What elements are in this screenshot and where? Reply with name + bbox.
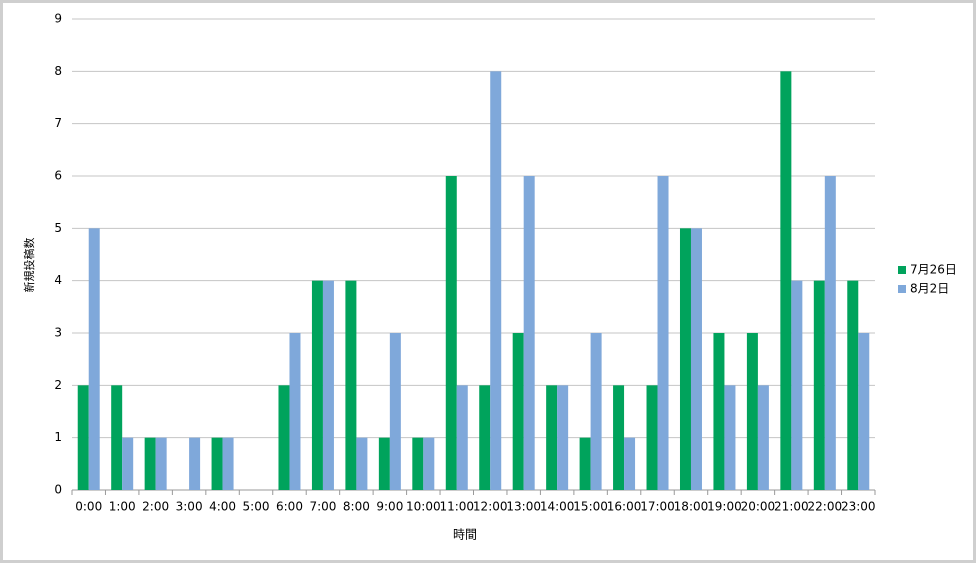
x-tick-label: 21:00: [774, 500, 809, 514]
bar: [479, 385, 491, 490]
y-tick-label: 7: [54, 116, 62, 130]
x-tick-label: 22:00: [808, 500, 843, 514]
bar: [746, 333, 758, 490]
x-tick-label: 19:00: [707, 500, 742, 514]
bar: [155, 437, 167, 490]
bar: [690, 228, 702, 491]
x-tick-label: 2:00: [142, 500, 169, 514]
y-tick-label: 9: [54, 12, 62, 26]
bar: [311, 280, 323, 490]
bar: [523, 176, 535, 490]
bar: [847, 280, 859, 490]
x-tick-label: 20:00: [741, 500, 776, 514]
x-tick-label: 3:00: [176, 500, 203, 514]
x-tick-label: 5:00: [243, 500, 270, 514]
bar: [557, 385, 569, 490]
bar: [813, 280, 825, 490]
y-tick-label: 3: [54, 326, 62, 340]
y-tick-label: 1: [54, 430, 62, 444]
x-tick-label: 13:00: [506, 500, 541, 514]
bar: [412, 437, 424, 490]
bar: [189, 437, 201, 490]
x-tick-label: 7:00: [309, 500, 336, 514]
x-axis-label: 時間: [453, 528, 477, 542]
legend-label: 8月2日: [910, 282, 949, 296]
bar: [512, 333, 524, 490]
y-tick-label: 0: [54, 483, 62, 497]
y-tick-label: 4: [54, 273, 62, 287]
x-tick-label: 8:00: [343, 500, 370, 514]
bar: [613, 385, 625, 490]
bar: [724, 385, 736, 490]
bar: [122, 437, 134, 490]
bar: [624, 437, 636, 490]
bar: [88, 228, 100, 491]
legend-swatch: [898, 285, 906, 293]
x-tick-label: 23:00: [841, 500, 876, 514]
bar: [278, 385, 290, 490]
y-tick-label: 8: [54, 64, 62, 78]
x-tick-label: 14:00: [540, 500, 575, 514]
bar: [679, 228, 691, 491]
bar: [322, 280, 334, 490]
bar: [445, 176, 457, 490]
bar: [858, 333, 870, 490]
bar: [211, 437, 223, 490]
bar: [646, 385, 658, 490]
x-tick-label: 9:00: [376, 500, 403, 514]
bar: [144, 437, 156, 490]
x-tick-label: 18:00: [674, 500, 709, 514]
bar: [423, 437, 435, 490]
x-tick-label: 17:00: [640, 500, 675, 514]
bar: [590, 333, 602, 490]
bar: [289, 333, 301, 490]
y-tick-label: 5: [54, 221, 62, 235]
x-tick-label: 11:00: [439, 500, 474, 514]
x-tick-label: 4:00: [209, 500, 236, 514]
bar: [345, 280, 357, 490]
bar: [780, 71, 792, 490]
bar: [757, 385, 769, 490]
bar: [222, 437, 234, 490]
bar: [546, 385, 558, 490]
legend-swatch: [898, 266, 906, 274]
x-tick-label: 1:00: [109, 500, 136, 514]
bar: [579, 437, 591, 490]
bar: [490, 71, 502, 490]
bar: [111, 385, 123, 490]
x-tick-label: 10:00: [406, 500, 441, 514]
bar: [657, 176, 669, 490]
legend-label: 7月26日: [910, 263, 957, 277]
x-tick-label: 15:00: [573, 500, 608, 514]
bar: [824, 176, 836, 490]
bar: [389, 333, 401, 490]
x-tick-label: 6:00: [276, 500, 303, 514]
y-tick-label: 2: [54, 378, 62, 392]
bar: [77, 385, 89, 490]
bar: [456, 385, 468, 490]
x-tick-label: 16:00: [607, 500, 642, 514]
bar: [378, 437, 390, 490]
x-tick-label: 12:00: [473, 500, 508, 514]
y-axis-label: 新規投稿数: [22, 238, 36, 293]
y-tick-label: 6: [54, 169, 62, 183]
x-tick-label: 0:00: [75, 500, 102, 514]
bar: [791, 280, 803, 490]
bar: [356, 437, 368, 490]
bar: [713, 333, 725, 490]
